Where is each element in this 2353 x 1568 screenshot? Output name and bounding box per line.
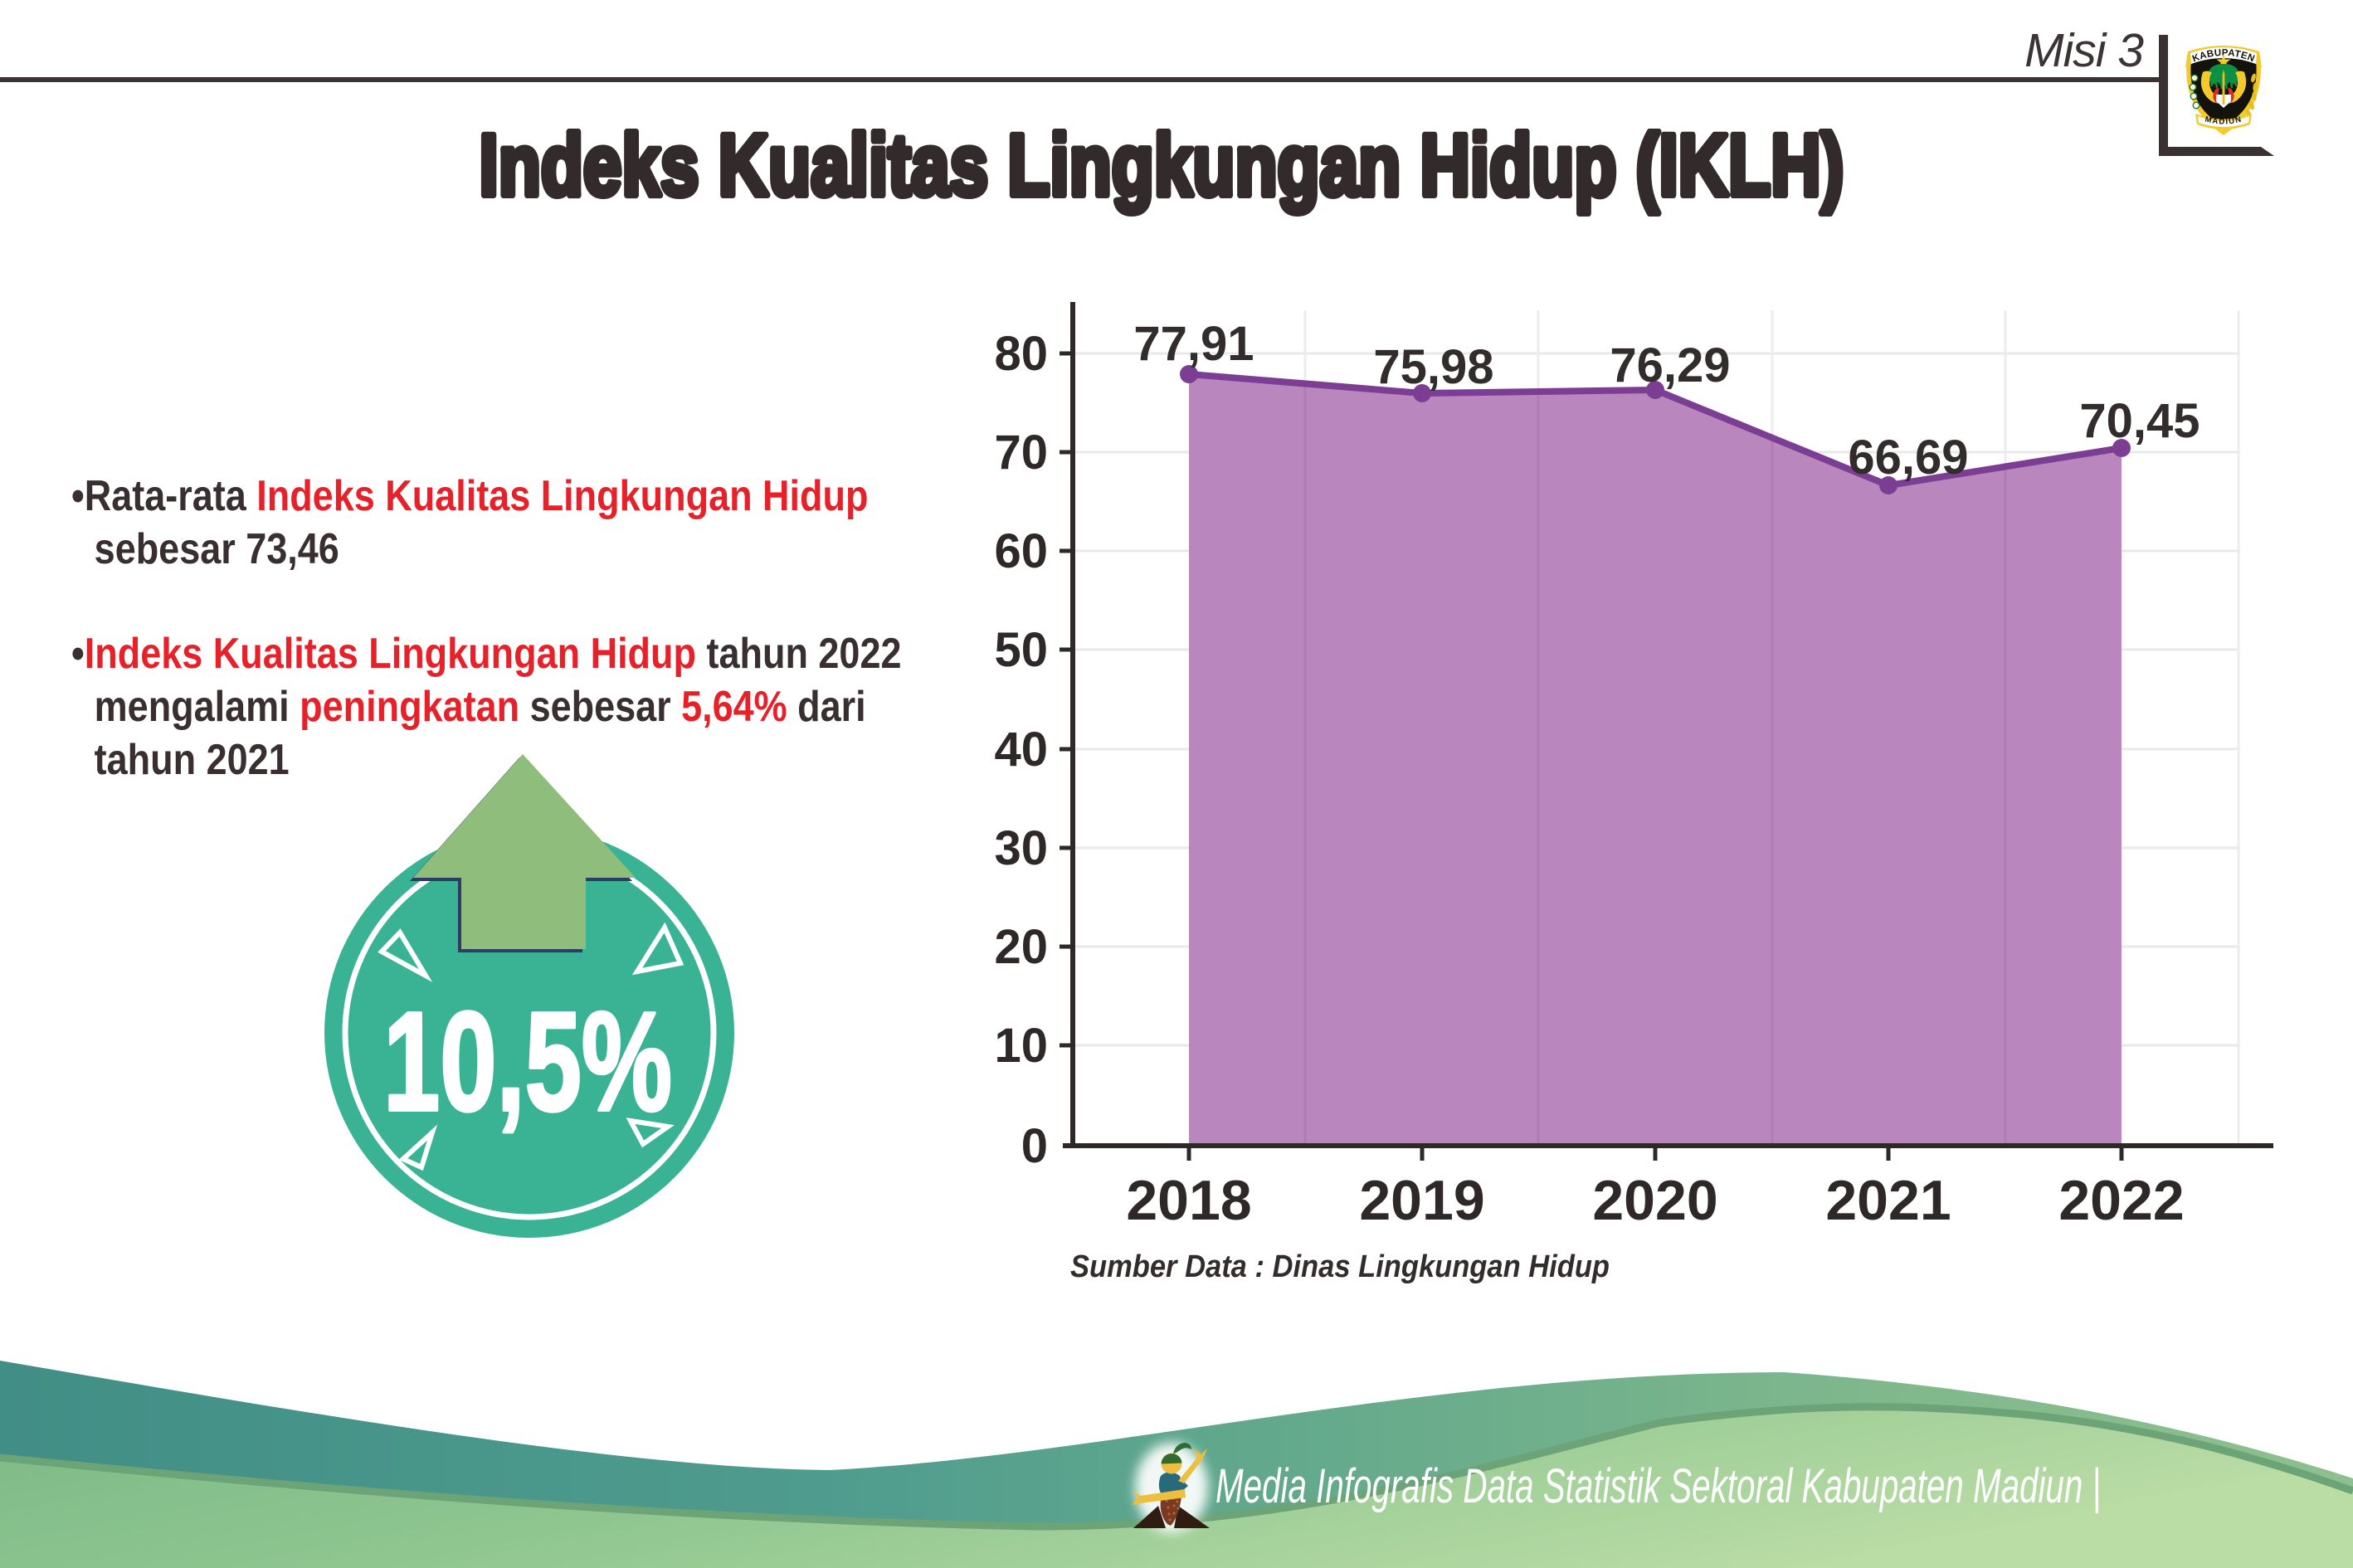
svg-text:50: 50 xyxy=(994,623,1048,677)
svg-text:76,29: 76,29 xyxy=(1610,338,1730,392)
svg-text:77,91: 77,91 xyxy=(1133,317,1254,371)
svg-text:2019: 2019 xyxy=(1359,1169,1484,1232)
svg-text:Indeks Kualitas Lingkungan Hid: Indeks Kualitas Lingkungan Hidup (IKLH) xyxy=(480,117,1844,214)
svg-text:MADIUN: MADIUN xyxy=(2204,114,2243,126)
svg-text:60: 60 xyxy=(994,524,1048,578)
svg-text:20: 20 xyxy=(994,920,1048,974)
svg-text:2018: 2018 xyxy=(1126,1169,1251,1232)
svg-text:2021: 2021 xyxy=(1825,1169,1951,1232)
svg-text:10,5%: 10,5% xyxy=(383,983,672,1141)
svg-text:66,69: 66,69 xyxy=(1848,431,1968,485)
svg-text:Sumber Data : Dinas Lingkungan: Sumber Data : Dinas Lingkungan Hidup xyxy=(1070,1249,1610,1284)
svg-text:70: 70 xyxy=(994,426,1048,480)
svg-text:0: 0 xyxy=(1021,1119,1048,1173)
svg-text:40: 40 xyxy=(994,723,1048,777)
svg-text:2022: 2022 xyxy=(2058,1169,2184,1232)
svg-text:Media Infografis Data Statisti: Media Infografis Data Statistik Sektoral… xyxy=(1215,1459,2101,1513)
svg-text:80: 80 xyxy=(994,327,1048,381)
svg-text:75,98: 75,98 xyxy=(1373,340,1493,394)
svg-text:2020: 2020 xyxy=(1592,1169,1717,1232)
svg-text:10: 10 xyxy=(994,1019,1048,1073)
svg-text:30: 30 xyxy=(994,821,1048,875)
svg-text:70,45: 70,45 xyxy=(2079,394,2200,448)
